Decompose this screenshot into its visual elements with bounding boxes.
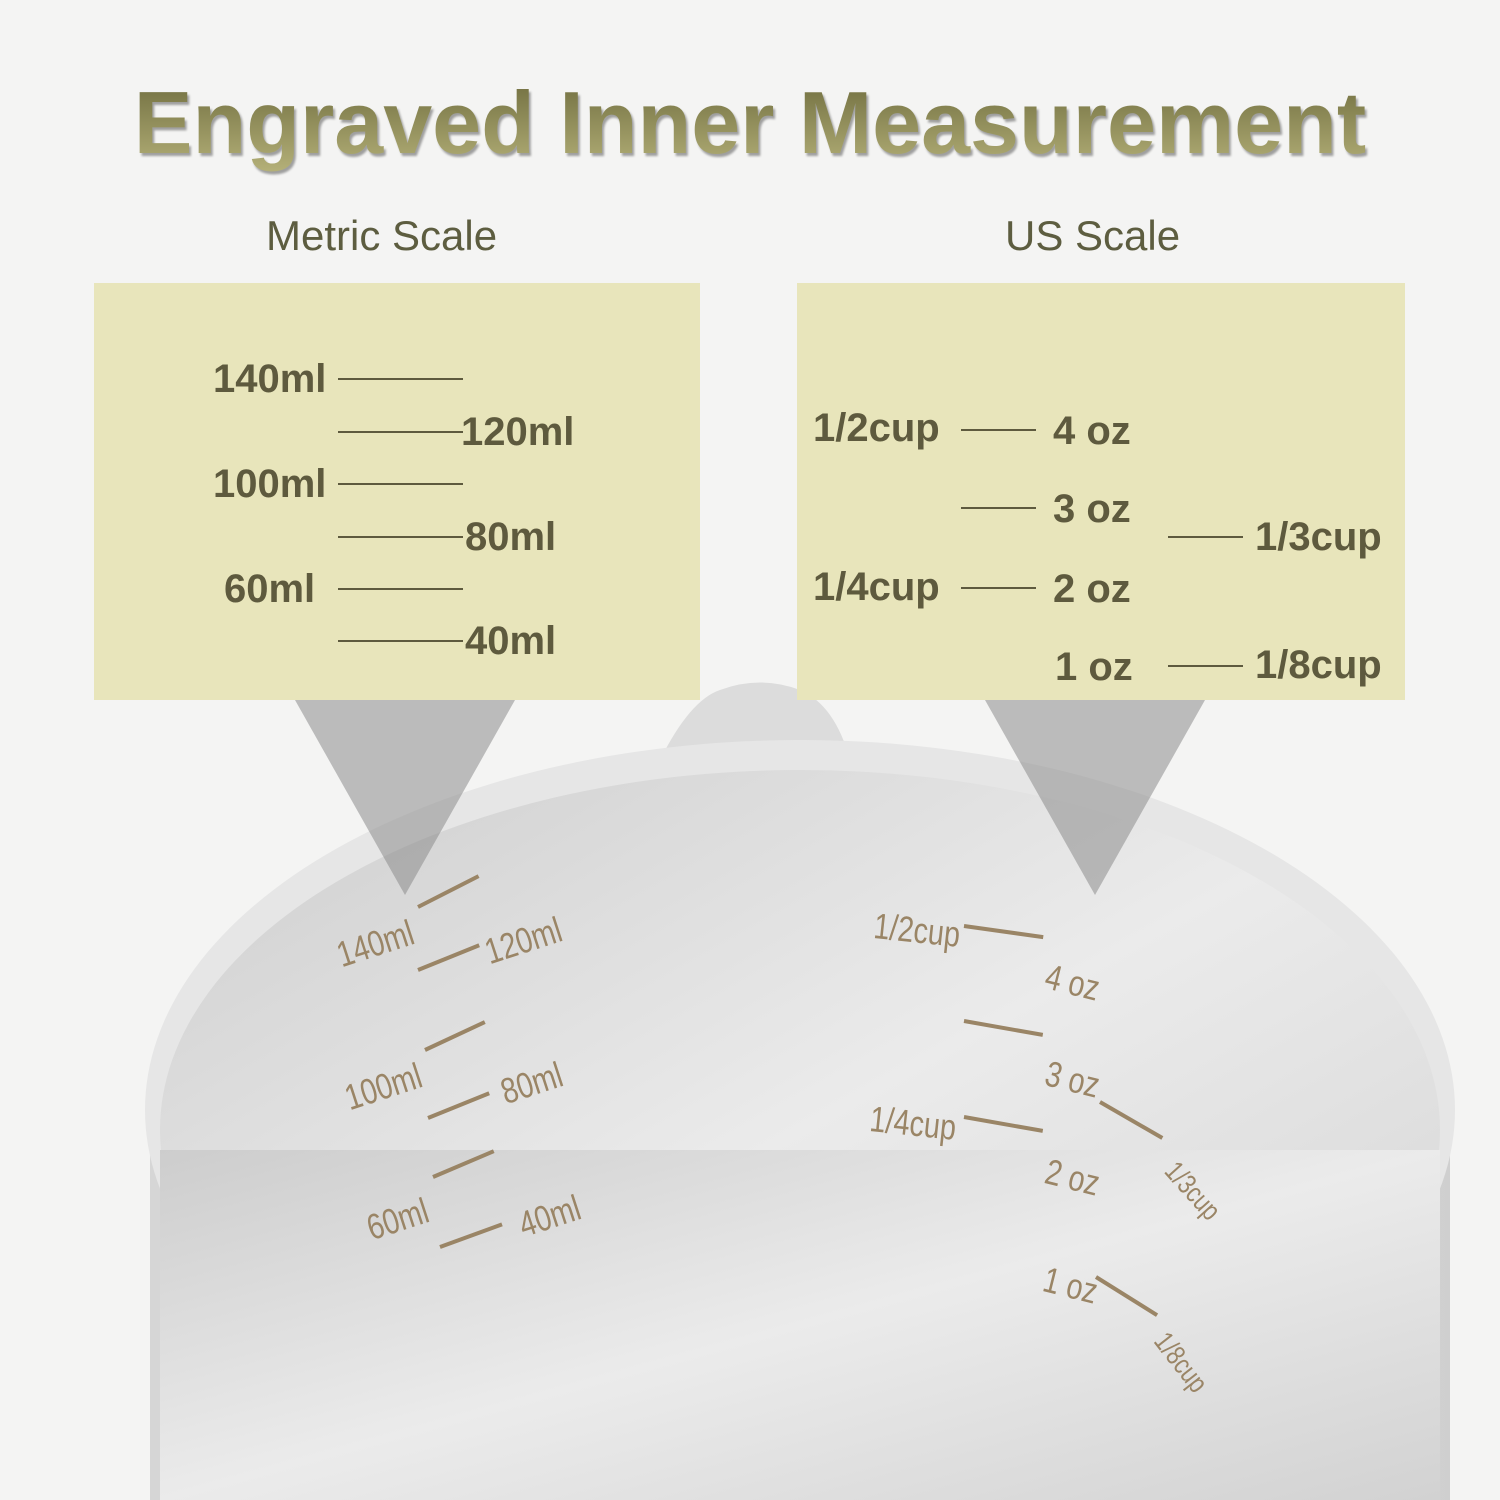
metric-label: 80ml <box>465 515 557 559</box>
cup-label: 1/8cup <box>1255 643 1382 687</box>
metric-heading: Metric Scale <box>266 212 498 259</box>
tick <box>338 640 463 642</box>
oz-label: 3 oz <box>1053 487 1131 531</box>
metric-panel: 140ml 120ml 100ml 80ml 60ml 40ml <box>94 283 700 700</box>
metric-label: 120ml <box>461 410 575 454</box>
oz-label: 1 oz <box>1055 645 1133 689</box>
engraved-label: 1/4cup <box>867 1098 959 1148</box>
tick <box>961 587 1036 589</box>
tick <box>961 429 1036 431</box>
page-title: Engraved Inner Measurement <box>0 72 1500 174</box>
tick <box>1168 536 1243 538</box>
oz-label: 2 oz <box>1053 567 1131 611</box>
metric-label: 140ml <box>213 357 327 401</box>
us-heading: US Scale <box>1005 212 1181 259</box>
tick <box>338 483 463 485</box>
tick <box>338 431 463 433</box>
engraved-label: 1/2cup <box>871 905 963 955</box>
tick <box>338 536 463 538</box>
cup-label: 1/4cup <box>813 565 940 609</box>
metric-label: 100ml <box>213 462 327 506</box>
metric-label: 60ml <box>224 567 316 611</box>
cup-label: 1/2cup <box>813 406 940 450</box>
cup-label: 1/3cup <box>1255 515 1382 559</box>
metric-pointer <box>295 700 515 895</box>
metric-label: 40ml <box>465 619 557 663</box>
us-panel: 1/2cup 4 oz 3 oz 1/3cup 1/4cup 2 oz 1 oz… <box>797 283 1405 700</box>
tick <box>338 588 463 590</box>
tick <box>338 378 463 380</box>
tick <box>961 507 1036 509</box>
oz-label: 4 oz <box>1053 409 1131 453</box>
tick <box>1168 665 1243 667</box>
us-pointer <box>985 700 1205 895</box>
